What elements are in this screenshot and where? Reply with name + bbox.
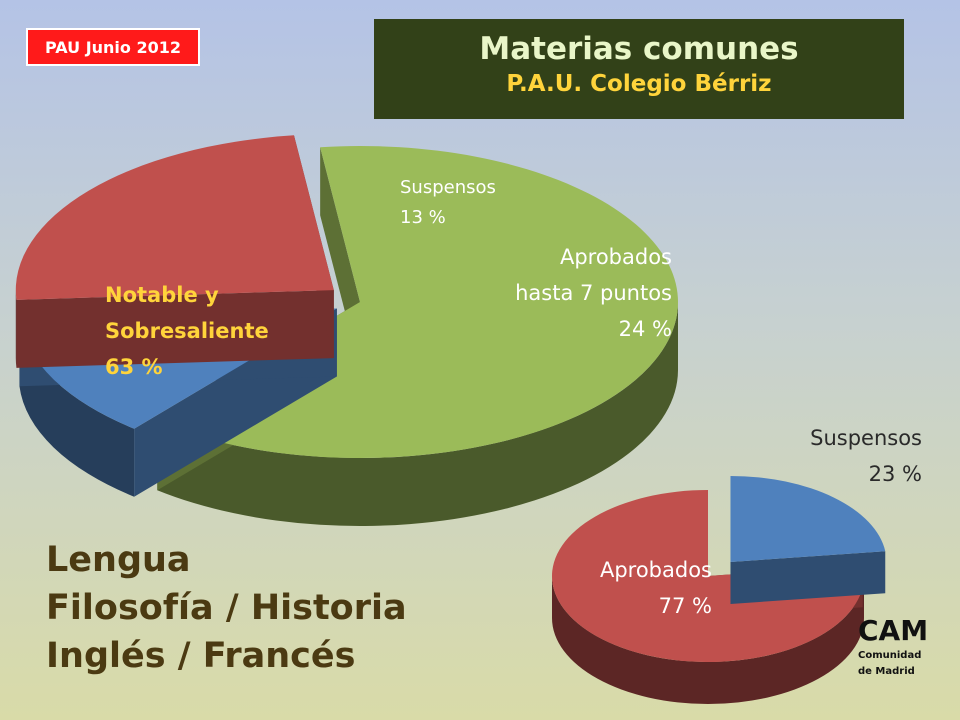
data-label: Aprobados [600, 558, 712, 582]
pie-slice-side [157, 302, 678, 526]
cam-subtitle-1: Comunidad [858, 650, 922, 661]
pie-slice-suspensos [730, 475, 886, 562]
data-label: 77 % [659, 594, 712, 618]
pie-slice-side [15, 290, 17, 368]
pie-slice-aprobados [552, 490, 864, 663]
subject-line: Lengua [46, 540, 191, 580]
date-badge: PAU Junio 2012 [26, 28, 200, 66]
data-label: Suspensos [400, 177, 496, 198]
pie-slice-side [552, 576, 864, 704]
data-label: Sobresaliente [105, 319, 269, 343]
pie-slice-side [19, 318, 135, 497]
pie-slice-wall [16, 290, 334, 368]
cam-legend: CAM Comunidad de Madrid [858, 614, 928, 679]
data-label: 13 % [400, 207, 446, 228]
cam-subtitle-2: de Madrid [858, 666, 915, 677]
page-title: Materias comunes [479, 31, 799, 67]
data-label: 24 % [619, 317, 672, 341]
subjects-list: Lengua Filosofía / Historia Inglés / Fra… [46, 536, 407, 680]
data-label: Aprobados [560, 245, 672, 269]
subject-line: Filosofía / Historia [46, 588, 407, 628]
title-panel: Materias comunes P.A.U. Colegio Bérriz [374, 19, 904, 119]
data-label: Suspensos [810, 426, 922, 450]
data-label: 23 % [869, 462, 922, 486]
pie-slice-aprobados-hasta-7-puntos [15, 135, 334, 300]
page-subtitle: P.A.U. Colegio Bérriz [506, 71, 772, 97]
data-label: hasta 7 puntos [515, 281, 672, 305]
data-label: Notable y [105, 283, 219, 307]
subject-line: Inglés / Francés [46, 636, 356, 676]
data-label: 63 % [105, 355, 163, 379]
pie-slice-wall [730, 551, 886, 604]
cam-title: CAM [858, 614, 929, 647]
